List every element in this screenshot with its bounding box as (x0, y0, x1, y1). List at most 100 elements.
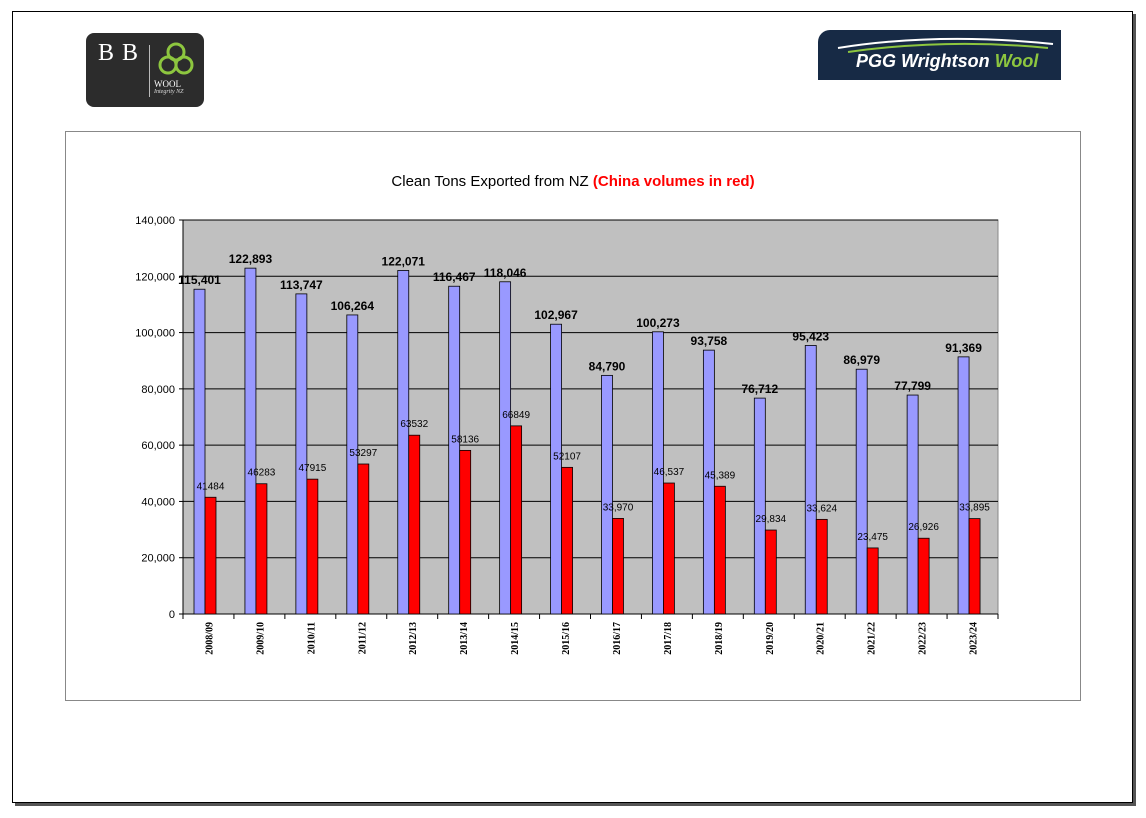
x-tick-label: 2009/10 (255, 622, 266, 655)
chart-title-main: Clean Tons Exported from NZ (391, 173, 589, 190)
china-data-label: 23,475 (857, 532, 888, 543)
total-bar (957, 356, 970, 615)
pgg-wrightson-wool-logo: PGG Wrightson Wool (818, 30, 1061, 80)
x-tick-label: 2015/16 (561, 622, 572, 655)
china-data-label: 45,389 (705, 470, 736, 481)
y-tick-label: 100,000 (135, 328, 175, 340)
china-bar (815, 518, 828, 615)
total-data-label: 113,747 (280, 278, 323, 292)
china-bar (255, 483, 268, 615)
total-bar (652, 331, 664, 615)
pgg-logo-text: PGG Wrightson Wool (856, 51, 1038, 72)
wool-integrity-text: WOOL Integrity NZ (154, 79, 184, 95)
x-tick-label: 2013/14 (459, 622, 470, 655)
china-bar (713, 485, 726, 615)
total-bar (550, 323, 562, 615)
total-data-label: 116,467 (433, 270, 476, 284)
x-tick-label: 2012/13 (408, 622, 419, 655)
chart-title-highlight: (China volumes in red) (592, 173, 755, 190)
knot-icon (158, 42, 194, 75)
china-data-label: 63532 (400, 419, 428, 430)
china-bar (968, 518, 981, 615)
x-tick-label: 2018/19 (714, 622, 725, 655)
x-tick-label: 2011/12 (357, 622, 368, 654)
bb-mark: B B (98, 40, 140, 66)
total-data-label: 84,790 (589, 359, 626, 373)
wool-label: WOOL (154, 79, 181, 89)
x-tick-label: 2019/20 (765, 622, 776, 655)
x-tick-label: 2017/18 (663, 622, 674, 655)
x-tick-label: 2010/11 (306, 622, 317, 654)
china-data-label: 47915 (298, 463, 326, 474)
total-data-label: 93,758 (691, 334, 728, 348)
b-and-b-wool-integrity-logo: B B WOOL Integrity NZ (86, 33, 204, 107)
china-data-label: 66849 (502, 410, 530, 421)
integrity-label: Integrity NZ (154, 89, 184, 95)
logo-divider (149, 45, 150, 97)
total-bar (448, 285, 461, 615)
y-tick-label: 80,000 (141, 384, 175, 396)
y-tick-label: 140,000 (135, 215, 175, 227)
china-data-label: 41484 (197, 481, 225, 492)
china-bar (561, 466, 573, 615)
total-data-label: 86,979 (843, 353, 880, 367)
y-tick-label: 60,000 (141, 440, 175, 452)
x-tick-label: 2023/24 (969, 622, 980, 655)
x-tick-label: 2022/23 (918, 622, 929, 655)
total-data-label: 77,799 (894, 379, 931, 393)
total-bar (855, 368, 868, 615)
china-bar (866, 547, 879, 615)
total-data-label: 91,369 (945, 341, 982, 355)
total-data-label: 106,264 (331, 299, 375, 313)
pgg-brand: PGG Wrightson (856, 51, 990, 71)
x-tick-label: 2016/17 (612, 622, 623, 655)
total-data-label: 122,071 (382, 254, 426, 268)
china-data-label: 58136 (451, 434, 479, 445)
total-bar (499, 281, 512, 615)
china-bar (764, 529, 777, 615)
china-data-label: 53297 (349, 448, 377, 459)
total-data-label: 102,967 (534, 308, 578, 322)
total-bar (753, 397, 766, 615)
china-data-label: 46,537 (654, 467, 685, 478)
total-data-label: 95,423 (792, 329, 829, 343)
x-tick-label: 2021/22 (867, 622, 878, 655)
total-bar (702, 349, 715, 615)
y-tick-label: 120,000 (135, 271, 175, 283)
china-data-label: 33,624 (806, 503, 837, 514)
china-bar (917, 537, 930, 615)
total-bar (397, 270, 410, 615)
total-data-label: 118,046 (484, 266, 527, 280)
total-data-label: 76,712 (741, 382, 778, 396)
total-bar (601, 374, 613, 615)
china-data-label: 52107 (553, 451, 581, 462)
china-data-label: 33,970 (603, 502, 634, 513)
total-data-label: 122,893 (229, 252, 273, 266)
china-bar (663, 482, 675, 615)
x-tick-label: 2020/21 (816, 622, 827, 655)
y-tick-label: 40,000 (141, 496, 175, 508)
y-tick-label: 20,000 (141, 553, 175, 565)
y-tick-label: 0 (169, 609, 175, 621)
total-bar (295, 293, 308, 615)
swoosh-icon (837, 37, 1054, 53)
china-data-label: 33,895 (959, 503, 990, 514)
china-bar (459, 449, 472, 615)
total-data-label: 100,273 (636, 316, 680, 330)
chart-title: Clean Tons Exported from NZ (China volum… (0, 173, 1146, 190)
china-bar (408, 434, 421, 615)
china-data-label: 46283 (248, 468, 276, 479)
total-bar (804, 345, 817, 615)
china-bar (510, 425, 523, 615)
x-tick-label: 2014/15 (510, 622, 521, 655)
china-data-label: 26,926 (908, 522, 939, 533)
x-tick-label: 2008/09 (204, 622, 215, 655)
total-data-label: 115,401 (178, 273, 221, 287)
china-bar (204, 496, 217, 615)
total-bar (244, 267, 257, 615)
china-data-label: 29,834 (756, 514, 787, 525)
china-bar (357, 463, 370, 615)
pgg-brand-wool: Wool (994, 51, 1039, 71)
total-bar (193, 288, 206, 615)
